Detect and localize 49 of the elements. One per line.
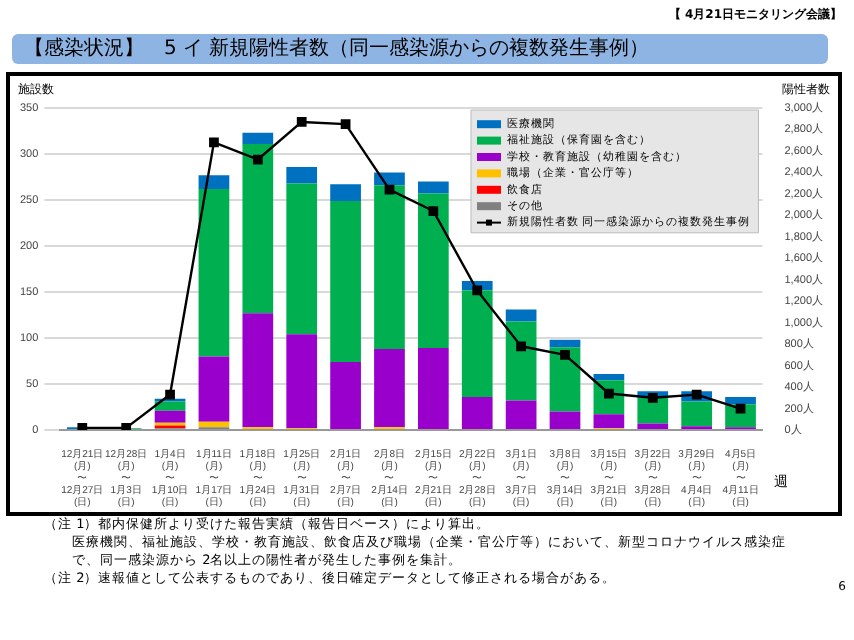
- bar: [593, 373, 625, 381]
- bar: [330, 184, 361, 201]
- bar: [549, 411, 581, 429]
- chart-title: 【感染状況】 5 イ 新規陽性者数（同一感染源からの複数発生事例）: [12, 34, 828, 64]
- bar: [549, 347, 581, 412]
- bar: [725, 396, 756, 405]
- point: [428, 206, 439, 216]
- bar: [374, 185, 405, 350]
- bar: [418, 193, 449, 349]
- bar: [242, 132, 274, 144]
- bar: [505, 321, 537, 401]
- point: [209, 137, 219, 148]
- bar: [637, 397, 669, 424]
- bar: [461, 290, 493, 397]
- bar: [242, 143, 274, 314]
- bar: [286, 183, 318, 335]
- bar: [418, 348, 449, 430]
- bar: [286, 166, 318, 184]
- bar: [330, 361, 361, 430]
- bar: [505, 309, 537, 322]
- point: [472, 285, 483, 296]
- point: [296, 117, 307, 127]
- point: [77, 422, 88, 430]
- point: [121, 422, 132, 430]
- bar: [549, 339, 581, 348]
- point: [691, 389, 702, 400]
- point: [384, 184, 395, 195]
- bar: [330, 200, 361, 362]
- bar: [154, 401, 186, 411]
- point: [340, 119, 351, 129]
- bar: [505, 400, 537, 429]
- bar: [242, 313, 274, 428]
- bar: [198, 188, 230, 357]
- point: [647, 392, 658, 403]
- bar: [198, 356, 230, 422]
- bar: [637, 423, 669, 429]
- point: [165, 389, 175, 400]
- point: [252, 154, 263, 165]
- bar: [154, 410, 186, 423]
- point: [735, 403, 746, 414]
- bar: [286, 334, 318, 429]
- bar: [461, 396, 493, 430]
- point: [516, 341, 526, 352]
- bar: [374, 349, 405, 428]
- bar: [418, 181, 449, 194]
- bar: [593, 414, 625, 429]
- bar: [681, 401, 713, 427]
- bar: [374, 172, 405, 186]
- point: [560, 349, 570, 360]
